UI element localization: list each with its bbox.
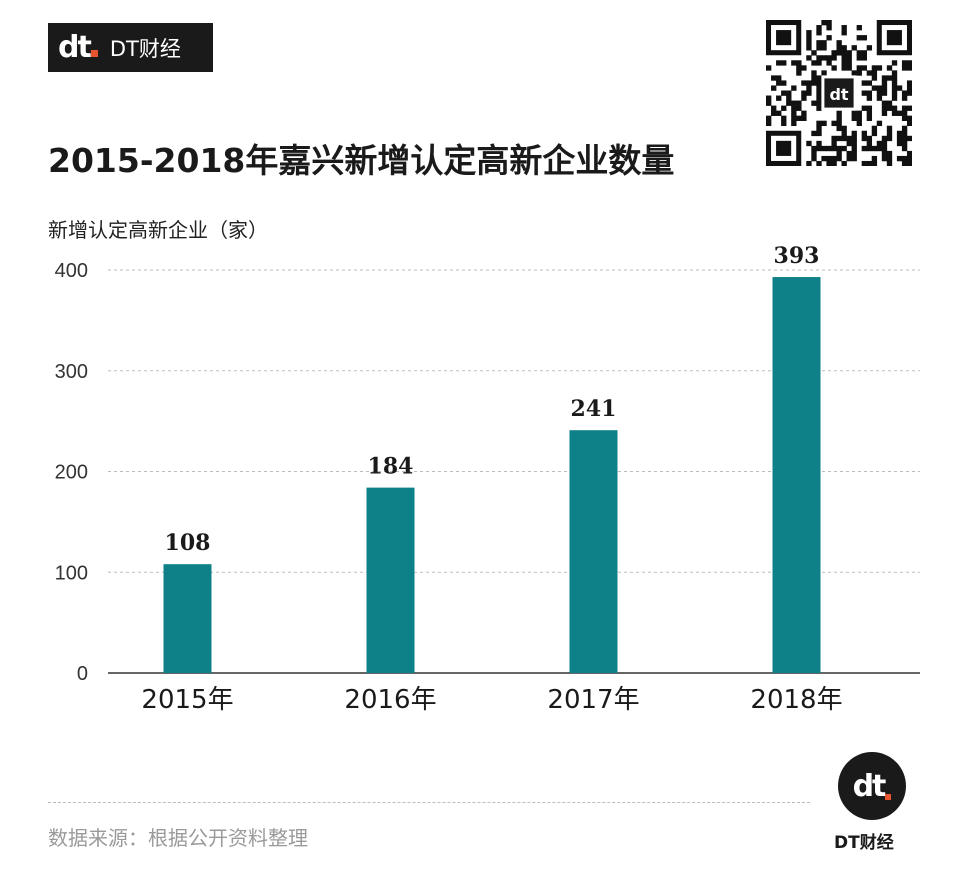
chart-title: 2015-2018年嘉兴新增认定高新企业数量	[48, 141, 675, 180]
x-tick-label: 2015年	[141, 685, 233, 715]
y-axis-label: 新增认定高新企业（家）	[48, 218, 268, 242]
footer-brand-name: DT财经	[834, 833, 894, 853]
y-tick-label: 100	[55, 562, 88, 584]
y-tick-label: 200	[55, 462, 88, 484]
x-tick-label: 2017年	[547, 685, 639, 715]
bar	[569, 430, 618, 673]
brand-header-logo: dt DT财经	[48, 23, 213, 72]
data-label: 393	[774, 243, 820, 269]
bar	[366, 487, 415, 673]
data-label: 241	[571, 396, 617, 422]
x-tick-label: 2018年	[750, 685, 842, 715]
y-tick-label: 300	[55, 361, 88, 383]
bar	[772, 277, 821, 673]
y-tick-label: 400	[55, 260, 88, 282]
data-source-note: 数据来源：根据公开资料整理	[48, 826, 308, 850]
data-label: 108	[165, 530, 211, 556]
dt-logo-icon: dt	[58, 30, 98, 65]
dt-footer-logo-icon: dt	[838, 752, 906, 820]
bar	[163, 564, 212, 673]
x-tick-label: 2016年	[344, 685, 436, 715]
y-tick-label: 0	[77, 663, 88, 685]
svg-text:dt: dt	[829, 85, 848, 104]
footer-divider	[48, 802, 810, 803]
data-label: 184	[368, 454, 414, 480]
qr-code-icon: dt	[766, 20, 912, 166]
brand-name: DT财经	[109, 36, 181, 61]
